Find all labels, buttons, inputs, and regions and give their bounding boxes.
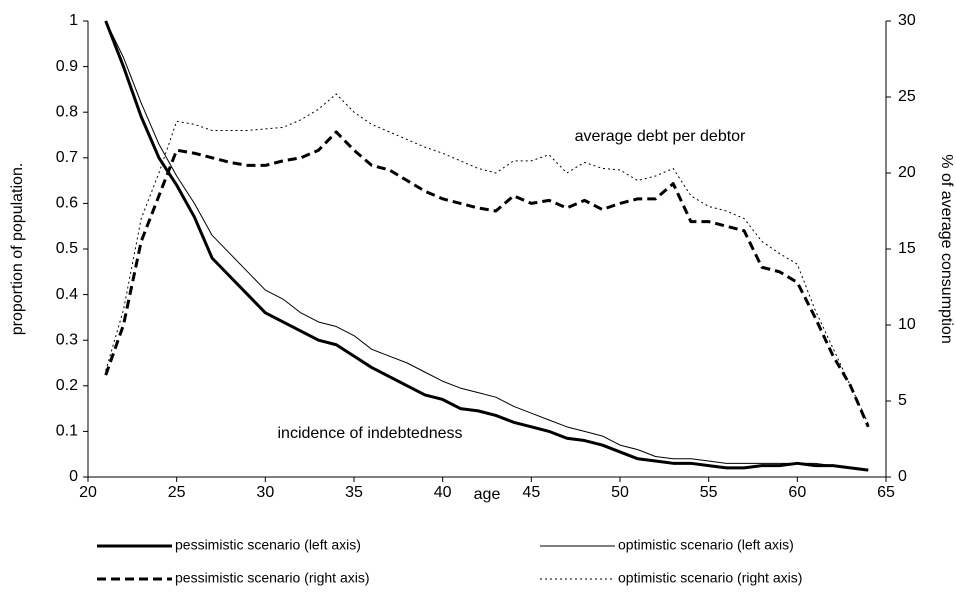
y2-tick-label: 0 — [898, 468, 907, 485]
legend-label: pessimistic scenario (left axis) — [175, 537, 361, 553]
y2-tick-label: 20 — [898, 164, 916, 181]
x-axis-label: age — [474, 486, 501, 503]
series-line — [105, 93, 869, 425]
y-tick-label: 0.7 — [56, 149, 78, 166]
series-line — [104, 130, 870, 428]
series-line — [104, 20, 869, 472]
x-tick-label: 50 — [611, 484, 629, 501]
y-tick-label: 0.4 — [56, 286, 78, 303]
x-tick-label: 40 — [434, 484, 452, 501]
annotation: incidence of indebtedness — [277, 425, 462, 442]
x-tick-label: 55 — [700, 484, 718, 501]
series-line — [105, 20, 869, 471]
y-tick-label: 0.3 — [56, 331, 78, 348]
y-tick-label: 0 — [69, 468, 78, 485]
x-tick-label: 20 — [79, 484, 97, 501]
y-tick-label: 0.5 — [56, 240, 78, 257]
y2-tick-label: 15 — [898, 240, 916, 257]
y-tick-label: 0.8 — [56, 103, 78, 120]
x-tick-label: 30 — [256, 484, 274, 501]
y2-axis-label: % of average consumption — [938, 154, 955, 343]
x-tick-label: 60 — [788, 484, 806, 501]
y2-tick-label: 10 — [898, 316, 916, 333]
y2-tick-label: 25 — [898, 88, 916, 105]
x-tick-label: 45 — [522, 484, 540, 501]
y-tick-label: 0.6 — [56, 195, 78, 212]
legend-label: optimistic scenario (left axis) — [618, 537, 794, 553]
y-tick-label: 0.9 — [56, 58, 78, 75]
x-tick-label: 35 — [345, 484, 363, 501]
y-axis-label: proportion of population. — [9, 163, 26, 336]
y2-tick-label: 5 — [898, 392, 907, 409]
y-tick-label: 0.2 — [56, 377, 78, 394]
legend: pessimistic scenario (left axis) optimist… — [97, 537, 802, 586]
legend-label: pessimistic scenario (right axis) — [175, 570, 370, 586]
y-tick-label: 1 — [69, 12, 78, 29]
x-tick-label: 25 — [168, 484, 186, 501]
y-tick-label: 0.1 — [56, 423, 78, 440]
y2-tick-label: 30 — [898, 12, 916, 29]
legend-label: optimistic scenario (right axis) — [618, 570, 802, 586]
x-tick-label: 65 — [877, 484, 895, 501]
annotation: average debt per debtor — [575, 128, 746, 145]
